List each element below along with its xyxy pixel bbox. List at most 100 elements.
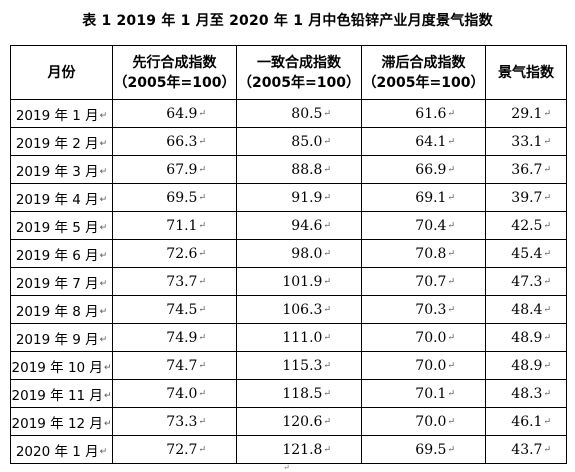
table-body: 2019 年 1 月↵ 64.9↵ 80.5↵ 61.6↵ 29.1↵ 2019 年 2 … [10, 99, 567, 464]
cell-index: 48.9↵ [485, 351, 567, 380]
paragraph-mark-icon: ↵ [198, 388, 206, 399]
paragraph-mark-icon: ↵ [323, 192, 331, 203]
paragraph-mark-icon: ↵ [323, 276, 331, 287]
cell-value: 70.0 [415, 413, 447, 430]
paragraph-mark-icon: ↵ [543, 388, 551, 399]
cell-month: 2019 年 10 月↵ [10, 351, 113, 380]
cell-leading: 74.9↵ [112, 323, 237, 352]
paragraph-mark-icon: ↵ [447, 304, 455, 315]
cell-coincident: 80.5↵ [236, 99, 362, 128]
cell-coincident: 115.3↵ [236, 351, 362, 380]
cell-month: 2019 年 4 月↵ [10, 183, 113, 212]
cell-index: 48.4↵ [485, 295, 567, 324]
cell-leading: 74.5↵ [112, 295, 237, 324]
paragraph-mark-icon: ↵ [198, 444, 206, 455]
cell-month: 2019 年 3 月↵ [10, 155, 113, 184]
cell-lagging: 70.4↵ [361, 211, 486, 240]
paragraph-mark-icon: ↵ [447, 164, 455, 175]
paragraph-mark-icon: ↵ [543, 276, 551, 287]
cell-lagging: 70.0↵ [361, 407, 486, 436]
cell-value: 33.1 [511, 133, 543, 150]
paragraph-mark-icon: ↵ [543, 304, 551, 315]
cell-lagging: 70.8↵ [361, 239, 486, 268]
cell-value: 69.5 [415, 441, 447, 458]
cell-value: 70.1 [415, 385, 447, 402]
paragraph-mark-icon: ↵ [447, 416, 455, 427]
cell-value: 36.7 [511, 161, 543, 178]
cell-value: 74.7 [166, 357, 198, 374]
table-row: 2019 年 3 月↵ 67.9↵ 88.8↵ 66.9↵ 36.7↵ [10, 155, 567, 184]
table-row: 2019 年 9 月↵ 74.9↵ 111.0↵ 70.0↵ 48.9↵ [10, 323, 567, 352]
cell-coincident: 91.9↵ [236, 183, 362, 212]
paragraph-mark-icon: ↵ [447, 136, 455, 147]
paragraph-mark-icon: ↵ [447, 444, 455, 455]
paragraph-mark-icon: ↵ [198, 360, 206, 371]
cell-value: 120.6 [282, 413, 323, 430]
cell-leading: 73.7↵ [112, 267, 237, 296]
cell-value: 70.8 [415, 245, 447, 262]
cell-value: 80.5 [291, 105, 323, 122]
cell-value: 48.9 [511, 357, 543, 374]
cell-leading: 71.1↵ [112, 211, 237, 240]
cell-value: 48.9 [511, 329, 543, 346]
cell-month: 2019 年 6 月↵ [10, 239, 113, 268]
cell-month: 2019 年 9 月↵ [10, 323, 113, 352]
cell-leading: 73.3↵ [112, 407, 237, 436]
paragraph-mark-icon: ↵ [543, 108, 551, 119]
paragraph-mark-icon: ↵ [323, 164, 331, 175]
paragraph-mark-icon: ↵ [99, 446, 108, 457]
cell-value: 2019 年 11 月 [11, 387, 103, 404]
cell-value: 61.6 [415, 105, 447, 122]
cell-index: 48.3↵ [485, 379, 567, 408]
paragraph-mark-icon: ↵ [198, 332, 206, 343]
cell-value: 46.1 [511, 413, 543, 430]
cell-value: 66.9 [415, 161, 447, 178]
paragraph-mark-icon: ↵ [543, 444, 551, 455]
paragraph-mark-icon: ↵ [99, 334, 108, 345]
cell-value: 69.1 [415, 189, 447, 206]
cell-value: 74.9 [166, 329, 198, 346]
cell-coincident: 85.0↵ [236, 127, 362, 156]
cell-value: 2019 年 10 月 [11, 359, 103, 376]
paragraph-mark-icon: ↵ [198, 416, 206, 427]
paragraph-mark-icon: ↵ [99, 250, 108, 261]
paragraph-mark-icon: ↵ [543, 332, 551, 343]
table-row: 2019 年 11 月↵ 74.0↵ 118.5↵ 70.1↵ 48.3↵ [10, 379, 567, 408]
cell-coincident: 88.8↵ [236, 155, 362, 184]
cell-value: 72.6 [166, 245, 198, 262]
cell-value: 121.8 [282, 441, 323, 458]
table-title: 表 1 2019 年 1 月至 2020 年 1 月中色铅锌产业月度景气指数 [82, 13, 493, 29]
cell-leading: 66.3↵ [112, 127, 237, 156]
paragraph-mark-icon: ↵ [99, 110, 108, 121]
cell-value: 73.7 [166, 273, 198, 290]
paragraph-mark-icon: ↵ [543, 164, 551, 175]
cell-value: 70.3 [415, 301, 447, 318]
header-lagging: 滞后合成指数 （2005年=100） [361, 45, 486, 100]
cell-leading: 64.9↵ [112, 99, 237, 128]
cell-value: 74.5 [166, 301, 198, 318]
paragraph-mark-icon: ↵ [543, 220, 551, 231]
paragraph-mark-icon: ↵ [543, 416, 551, 427]
cell-value: 48.4 [511, 301, 543, 318]
cell-value: 47.3 [511, 273, 543, 290]
footer-mark: ↵ [283, 463, 290, 472]
cell-index: 46.1↵ [485, 407, 567, 436]
header-month: 月份 [10, 45, 113, 100]
paragraph-mark-icon: ↵ [543, 136, 551, 147]
cell-value: 94.6 [291, 217, 323, 234]
paragraph-mark-icon: ↵ [198, 192, 206, 203]
cell-lagging: 70.0↵ [361, 323, 486, 352]
cell-lagging: 64.1↵ [361, 127, 486, 156]
table-row: 2019 年 8 月↵ 74.5↵ 106.3↵ 70.3↵ 48.4↵ [10, 295, 567, 324]
table-row: 2019 年 4 月↵ 69.5↵ 91.9↵ 69.1↵ 39.7↵ [10, 183, 567, 212]
paragraph-mark-icon: ↵ [99, 306, 108, 317]
paragraph-mark-icon: ↵ [447, 108, 455, 119]
cell-value: 2019 年 3 月 [15, 163, 99, 180]
table-row: 2019 年 2 月↵ 66.3↵ 85.0↵ 64.1↵ 33.1↵ [10, 127, 567, 156]
cell-lagging: 61.6↵ [361, 99, 486, 128]
paragraph-mark-icon: ↵ [198, 248, 206, 259]
cell-value: 42.5 [511, 217, 543, 234]
cell-month: 2019 年 7 月↵ [10, 267, 113, 296]
cell-value: 69.5 [166, 189, 198, 206]
cell-value: 2019 年 1 月 [15, 107, 99, 124]
